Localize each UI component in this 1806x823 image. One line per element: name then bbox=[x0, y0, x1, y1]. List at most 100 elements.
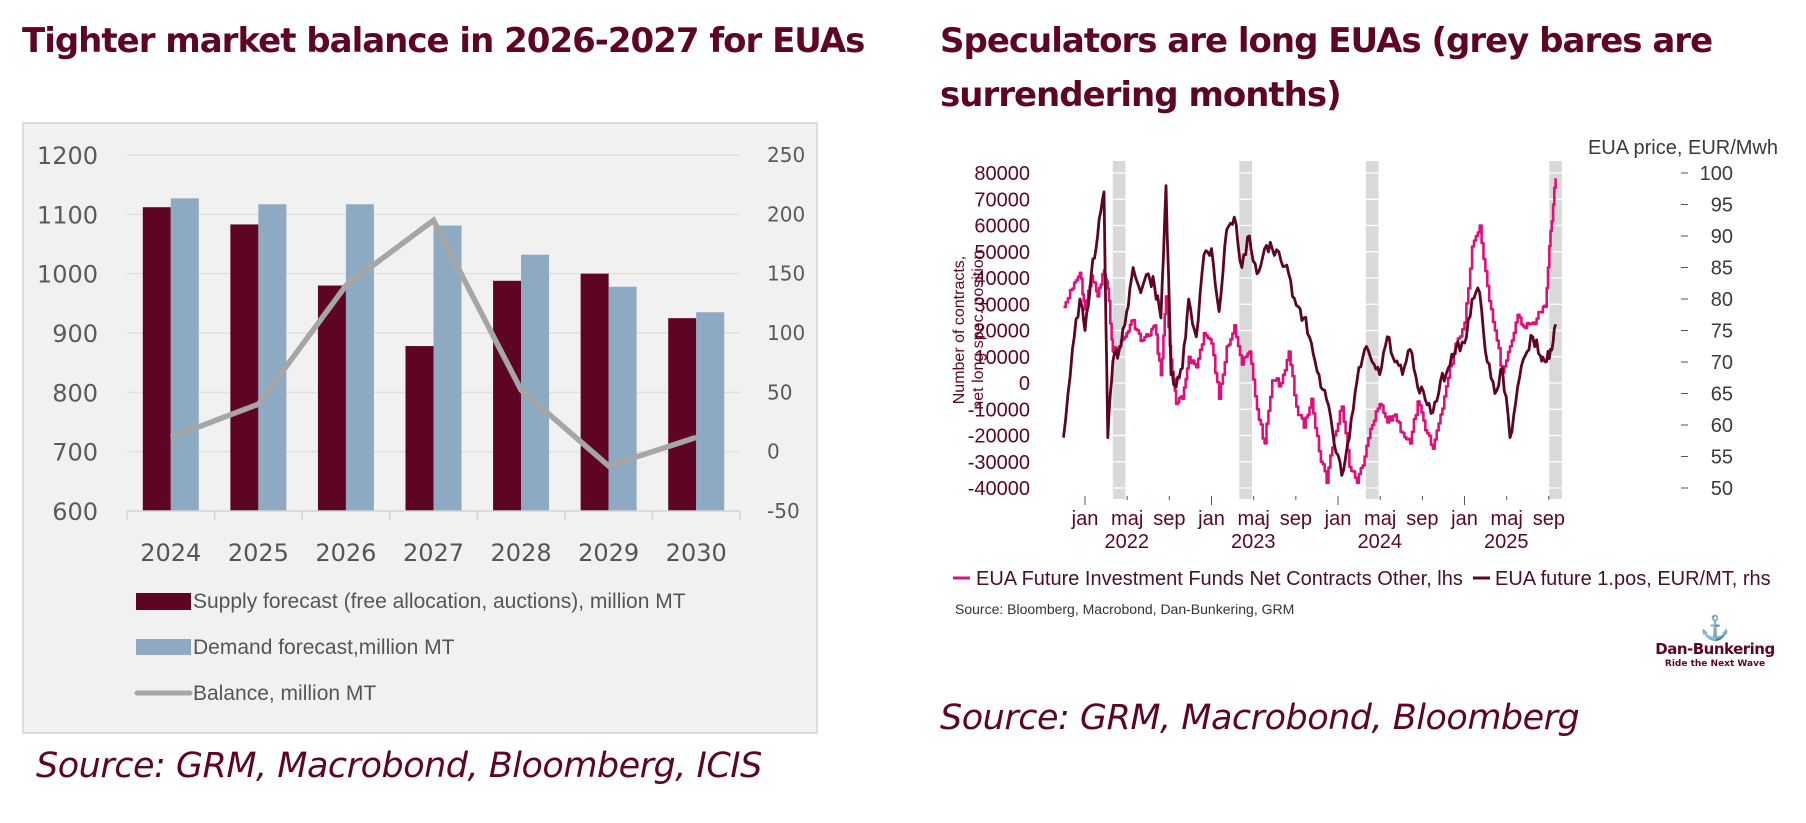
y-tick-label: -20000 bbox=[968, 426, 1030, 448]
y-tick-label: 600 bbox=[52, 498, 98, 526]
right-x-axis: jan maj sep jan maj sep jan maj sep jan maj sep2022… bbox=[1071, 496, 1565, 553]
right-right-axis: 100 95 90 85 80 75 70 65 60 55 50 bbox=[1681, 163, 1733, 500]
supply-legend-label: Supply forecast (free allocation, auctio… bbox=[193, 590, 686, 613]
y-tick-label: 1200 bbox=[37, 142, 98, 170]
x-tick-label: jan bbox=[1071, 508, 1099, 530]
logo-name: Dan-Bunkering bbox=[1655, 640, 1775, 658]
anchor-icon: ⚓ bbox=[1700, 615, 1730, 642]
x-tick-label: sep bbox=[1406, 508, 1438, 530]
y-tick-label: 1100 bbox=[37, 201, 98, 229]
right-y-axis-label: Number of contracts, net long spec. posit… bbox=[951, 250, 987, 409]
x-tick-label: jan bbox=[1197, 508, 1225, 530]
y2-tick-label: 90 bbox=[1711, 226, 1733, 248]
y2-tick-label: 50 bbox=[767, 380, 792, 404]
right-left-axis: 80000 70000 60000 50000 40000 30000 20000 10000… bbox=[968, 163, 1030, 500]
y-tick-label: 700 bbox=[52, 439, 98, 467]
price-legend-label: EUA future 1.pos, EUR/MT, rhs bbox=[1495, 568, 1771, 590]
y-tick-label: 900 bbox=[52, 320, 98, 348]
left-chart: 1200 1100 1000 900 800 700 600 250 200 150 100 50 0… bbox=[37, 142, 805, 705]
demand-bar bbox=[433, 225, 462, 511]
right-y2-axis-label: EUA price, EUR/Mwh bbox=[1588, 137, 1778, 159]
x-tick-label: 2024 bbox=[140, 539, 201, 567]
right-lines bbox=[1062, 178, 1557, 485]
x-tick-label: jan bbox=[1324, 508, 1352, 530]
x-tick-label: 2026 bbox=[315, 539, 376, 567]
y2-tick-label: 95 bbox=[1711, 195, 1733, 217]
y2-tick-label: 75 bbox=[1711, 321, 1733, 343]
x-tick-label: sep bbox=[1153, 508, 1185, 530]
demand-legend-swatch bbox=[136, 639, 191, 655]
y2-tick-label: 50 bbox=[1711, 478, 1733, 500]
left-x-axis: 2024 2025 2026 2027 2028 2029 2030 bbox=[126, 510, 741, 567]
funds-legend-label: EUA Future Investment Funds Net Contract… bbox=[976, 568, 1463, 590]
y-tick-label: 80000 bbox=[974, 163, 1030, 185]
x-tick-label: sep bbox=[1280, 508, 1312, 530]
x-tick-label: maj bbox=[1364, 508, 1396, 530]
x-year-label: 2025 bbox=[1484, 531, 1529, 553]
supply-bar bbox=[580, 273, 609, 511]
y-tick-label: 800 bbox=[52, 379, 98, 407]
y2-tick-label: 55 bbox=[1711, 447, 1733, 469]
x-year-label: 2024 bbox=[1357, 531, 1402, 553]
y-tick-label: -30000 bbox=[968, 452, 1030, 474]
y-tick-label: 10000 bbox=[974, 347, 1030, 369]
x-tick-label: maj bbox=[1491, 508, 1523, 530]
y2-tick-label: 65 bbox=[1711, 384, 1733, 406]
demand-bar bbox=[170, 198, 199, 511]
supply-bar bbox=[405, 346, 434, 511]
x-year-label: 2022 bbox=[1104, 531, 1149, 553]
left-legend: Supply forecast (free allocation, auctio… bbox=[134, 590, 686, 705]
y-label-line1: Number of contracts, bbox=[951, 256, 968, 405]
y-tick-label: 60000 bbox=[974, 216, 1030, 238]
funds-net-contracts-line bbox=[1063, 178, 1557, 485]
demand-bar bbox=[608, 286, 637, 511]
right-source-small: Source: Bloomberg, Macrobond, Dan-Bunker… bbox=[955, 601, 1294, 617]
balance-line-group bbox=[169, 216, 698, 470]
eua-price-line bbox=[1062, 184, 1557, 477]
left-chart-title: Tighter market balance in 2026-2027 for … bbox=[22, 21, 865, 61]
logo-tagline: Ride the Next Wave bbox=[1664, 659, 1766, 669]
left-bars bbox=[142, 198, 725, 512]
y-tick-label: 40000 bbox=[974, 268, 1030, 290]
y-tick-label: 1000 bbox=[37, 261, 98, 289]
y2-tick-label: 100 bbox=[1700, 163, 1733, 185]
left-y-axis: 1200 1100 1000 900 800 700 600 bbox=[37, 142, 98, 526]
supply-bar bbox=[230, 224, 259, 512]
y-tick-label: 20000 bbox=[974, 321, 1030, 343]
y2-tick-label: 80 bbox=[1711, 289, 1733, 311]
y2-tick-label: 70 bbox=[1711, 352, 1733, 374]
right-legend: EUA Future Investment Funds Net Contract… bbox=[953, 568, 1771, 590]
right-source: Source: GRM, Macrobond, Bloomberg bbox=[940, 698, 1580, 738]
x-tick-label: 2029 bbox=[578, 539, 639, 567]
y-tick-label: -10000 bbox=[968, 399, 1030, 421]
x-tick-label: sep bbox=[1533, 508, 1565, 530]
right-gridlines bbox=[1073, 172, 1672, 489]
dan-bunkering-logo: ⚓ Dan-Bunkering Ride the Next Wave bbox=[1640, 615, 1790, 670]
y-tick-label: 70000 bbox=[974, 189, 1030, 211]
x-tick-label: 2030 bbox=[666, 539, 727, 567]
demand-legend-label: Demand forecast,million MT bbox=[193, 636, 455, 659]
y-label-line2: net long spec. position bbox=[970, 250, 987, 409]
balance-line bbox=[169, 216, 698, 470]
demand-bar bbox=[521, 254, 550, 511]
balance-legend-label: Balance, million MT bbox=[193, 682, 376, 705]
y2-tick-label: 85 bbox=[1711, 258, 1733, 280]
left-source: Source: GRM, Macrobond, Bloomberg, ICIS bbox=[36, 746, 762, 786]
x-tick-label: 2027 bbox=[403, 539, 464, 567]
y2-tick-label: 60 bbox=[1711, 415, 1733, 437]
supply-bar bbox=[493, 280, 522, 511]
supply-bar bbox=[142, 207, 171, 512]
supply-bar bbox=[668, 318, 697, 511]
supply-bar bbox=[317, 285, 346, 511]
y2-tick-label: 0 bbox=[767, 440, 780, 464]
y2-tick-label: 100 bbox=[767, 321, 805, 345]
supply-legend-swatch bbox=[136, 593, 191, 610]
y2-tick-label: -50 bbox=[767, 499, 800, 523]
demand-bar bbox=[696, 312, 725, 511]
y-tick-label: 50000 bbox=[974, 242, 1030, 264]
right-chart-title: Speculators are long EUAs (grey bares ar… bbox=[940, 21, 1713, 115]
x-tick-label: jan bbox=[1450, 508, 1478, 530]
y-tick-label: 0 bbox=[1019, 373, 1030, 395]
x-tick-label: 2028 bbox=[491, 539, 552, 567]
